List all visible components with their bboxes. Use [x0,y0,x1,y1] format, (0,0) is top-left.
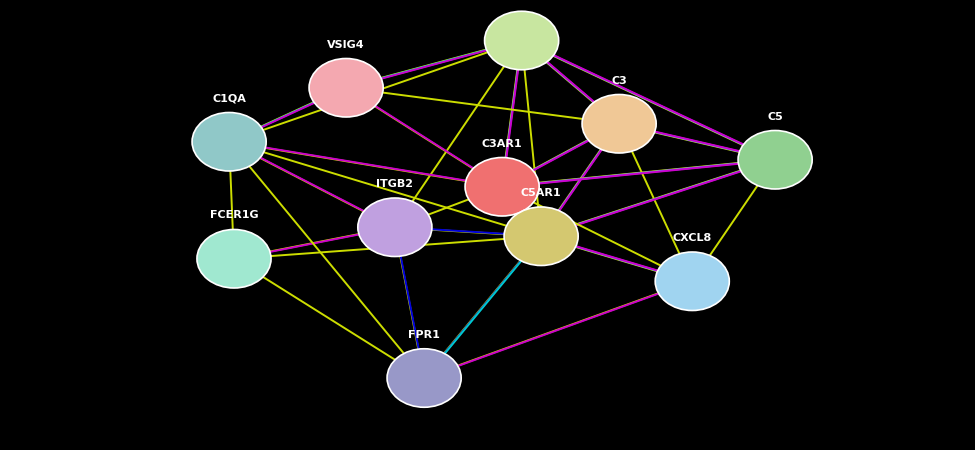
Text: C3: C3 [611,76,627,86]
Ellipse shape [504,207,578,266]
Ellipse shape [582,94,656,153]
Text: ITGB2: ITGB2 [376,179,413,189]
Ellipse shape [192,112,266,171]
Text: C3AR1: C3AR1 [482,139,523,148]
Ellipse shape [465,158,539,216]
Ellipse shape [358,198,432,256]
Text: FPR1: FPR1 [409,330,440,340]
Ellipse shape [309,58,383,117]
Ellipse shape [485,11,559,70]
Ellipse shape [738,130,812,189]
Text: C5AR1: C5AR1 [521,188,562,198]
Text: C1QA: C1QA [213,94,246,104]
Text: FCER1G: FCER1G [210,211,258,220]
Ellipse shape [655,252,729,310]
Ellipse shape [387,349,461,407]
Text: CXCL8: CXCL8 [673,233,712,243]
Text: C4A: C4A [509,0,534,2]
Text: VSIG4: VSIG4 [328,40,365,50]
Text: C5: C5 [767,112,783,122]
Ellipse shape [197,230,271,288]
